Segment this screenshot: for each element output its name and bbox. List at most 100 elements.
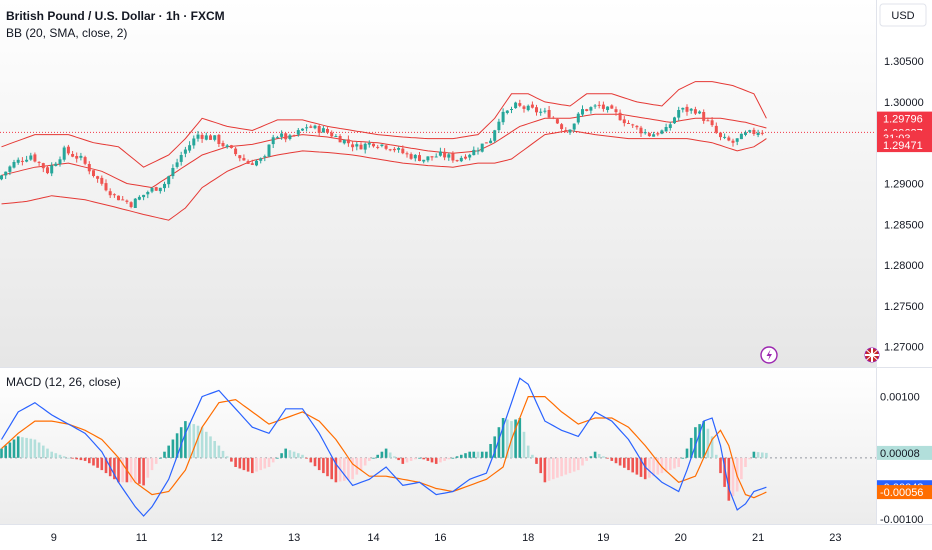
candle-body <box>326 129 329 133</box>
candle-body <box>530 104 534 108</box>
currency-button[interactable] <box>879 3 927 27</box>
macd-histogram-bar <box>301 454 304 458</box>
price-plot[interactable] <box>0 81 876 221</box>
bb-indicator-label[interactable]: BB (20, SMA, close, 2) <box>6 26 127 40</box>
candle-body <box>744 132 747 135</box>
symbol-title[interactable]: British Pound / U.S. Dollar · 1h · FXCM <box>6 9 225 23</box>
candle-body <box>539 111 543 113</box>
macd-indicator-label[interactable]: MACD (12, 26, close) <box>6 375 121 389</box>
candle-body <box>41 163 45 169</box>
candle-body <box>606 106 610 110</box>
macd-value-tag <box>877 445 932 460</box>
macd-histogram-bar <box>648 457 651 478</box>
macd-histogram-bar <box>334 457 338 483</box>
candle-body <box>535 107 538 113</box>
macd-histogram-bar <box>79 457 83 461</box>
macd-histogram-bar <box>618 457 622 466</box>
macd-histogram-bar <box>0 448 3 458</box>
price-tick-label: 1.30000 <box>884 97 924 109</box>
candle-body <box>238 155 242 159</box>
macd-histogram-bar <box>480 451 484 458</box>
candle-body <box>618 112 622 121</box>
candle-body <box>668 124 672 128</box>
candle-body <box>756 132 760 135</box>
price-axis-background[interactable] <box>876 0 932 524</box>
macd-histogram-bar <box>497 427 501 458</box>
candle-body <box>359 144 363 150</box>
candle-body <box>16 159 20 163</box>
candle-body <box>459 157 463 162</box>
candle-body <box>167 176 171 185</box>
candle-body <box>677 110 681 118</box>
candle-body <box>627 123 630 124</box>
macd-histogram-bar <box>50 451 53 458</box>
candle-body <box>192 138 196 146</box>
macd-histogram-bar <box>635 457 639 475</box>
macd-histogram-bar <box>388 452 392 458</box>
macd-histogram-bar <box>67 457 70 459</box>
macd-histogram-bar <box>242 457 246 471</box>
candle-body <box>355 144 359 147</box>
macd-histogram-bar <box>681 457 685 459</box>
candle-body <box>426 156 430 161</box>
candle-body <box>330 132 334 137</box>
macd-histogram-bar <box>568 457 572 474</box>
macd-histogram-bar <box>560 457 563 477</box>
candle-body <box>112 194 116 196</box>
candle-body <box>413 154 417 159</box>
price-tag-label: 1.29471 <box>883 140 923 152</box>
macd-histogram-bar <box>660 457 664 474</box>
candle-body <box>710 120 714 126</box>
candle-body <box>664 127 668 132</box>
candle-body <box>292 135 296 137</box>
candle-body <box>681 107 685 110</box>
macd-histogram-bar <box>472 451 476 458</box>
candle-body <box>472 149 476 156</box>
candle-body <box>698 111 702 114</box>
candle-body <box>397 148 401 150</box>
candle-body <box>213 135 217 140</box>
candle-body <box>175 162 179 167</box>
macd-histogram-bar <box>372 457 375 459</box>
candle-body <box>66 146 70 154</box>
candle-body <box>719 132 722 138</box>
candle-body <box>351 144 355 148</box>
candle-body <box>200 134 204 139</box>
uk-flag-icon[interactable] <box>864 347 880 363</box>
macd-histogram-bar <box>238 457 242 469</box>
macd-histogram-bar <box>485 451 488 458</box>
candle-body <box>673 117 676 124</box>
macd-histogram-bar <box>627 457 630 471</box>
lightning-icon[interactable] <box>760 346 778 364</box>
time-tick-label: 16 <box>434 532 446 544</box>
macd-histogram-bar <box>652 457 655 477</box>
candle-body <box>560 124 564 129</box>
candle-body <box>142 194 146 198</box>
macd-histogram-bar <box>225 456 229 458</box>
candle-body <box>104 183 108 191</box>
macd-histogram-bar <box>343 457 346 481</box>
macd-plot[interactable] <box>0 377 876 517</box>
time-axis-background[interactable] <box>0 524 932 550</box>
candle-body <box>510 109 513 110</box>
candle-body <box>723 136 727 138</box>
macd-histogram-bar <box>631 457 634 473</box>
candle-body <box>652 134 656 137</box>
candle-body <box>689 108 693 111</box>
macd-histogram-bar <box>100 457 104 471</box>
macd-histogram-bar <box>694 427 697 458</box>
candle-body <box>752 129 756 134</box>
candle-body <box>83 157 87 164</box>
macd-histogram-bar <box>623 457 626 468</box>
macd-histogram-bar <box>71 457 74 459</box>
macd-histogram-bar <box>4 445 7 458</box>
macd-histogram-bar <box>154 457 158 464</box>
candle-body <box>342 139 346 144</box>
candle-body <box>225 145 229 147</box>
time-tick-label: 20 <box>675 532 687 544</box>
macd-histogram-bar <box>439 457 442 463</box>
candle-body <box>309 126 313 128</box>
macd-histogram-bar <box>297 453 300 458</box>
macd-histogram-bar <box>397 457 400 461</box>
